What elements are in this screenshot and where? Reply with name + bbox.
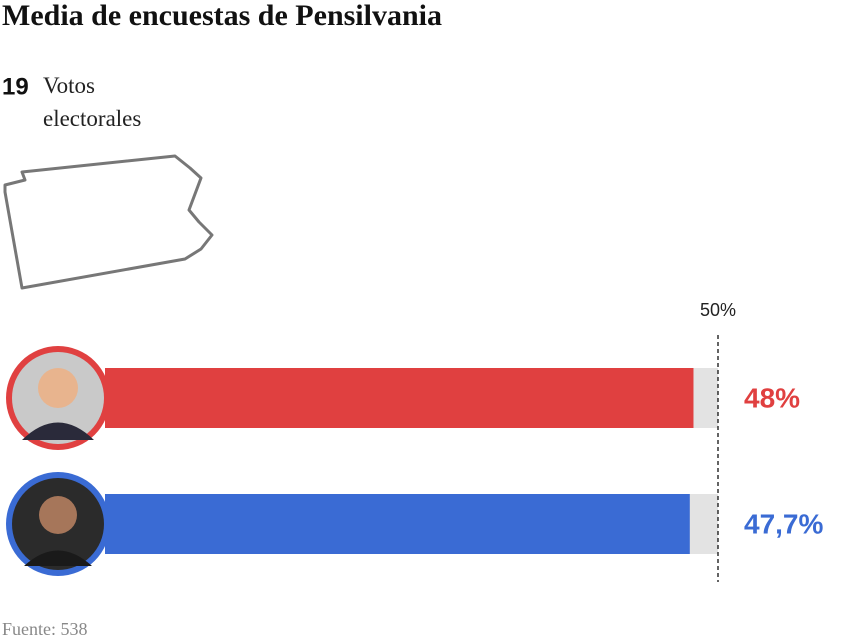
chart-title: Media de encuestas de Pensilvania: [2, 0, 442, 32]
portrait-face: [38, 368, 78, 408]
portrait-body: [22, 422, 94, 440]
bar: [105, 368, 694, 428]
portraits: [6, 346, 110, 576]
portrait-face: [39, 496, 77, 534]
electoral-votes: 19: [2, 73, 29, 100]
source: Fuente: 538: [2, 619, 88, 639]
x-tick-label: 50%: [700, 300, 736, 320]
state-outline: [3, 154, 214, 290]
value-label: 48%: [744, 382, 800, 413]
portrait-body: [24, 550, 92, 566]
value-label: 47,7%: [744, 508, 823, 539]
bar: [105, 494, 690, 554]
electoral-votes-label: Votos electorales: [43, 73, 141, 131]
